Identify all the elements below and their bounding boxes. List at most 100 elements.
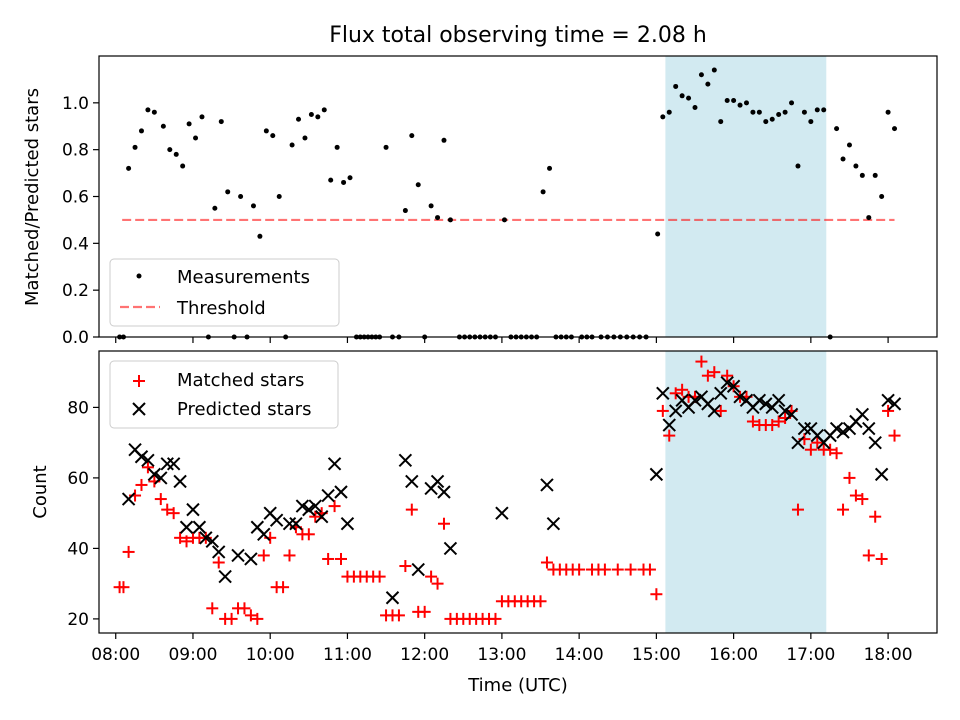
matched-point — [882, 404, 895, 417]
predicted-point-b — [720, 376, 734, 390]
matched-point — [328, 500, 341, 513]
x-tick-label: 12:00 — [400, 645, 449, 665]
predicted-point — [546, 517, 561, 531]
predicted-point — [173, 474, 187, 489]
predicted-point-b — [405, 474, 419, 489]
predicted-point — [160, 457, 174, 471]
predicted-point — [726, 379, 741, 393]
predicted-point-b — [688, 393, 702, 408]
matched-point — [251, 612, 264, 625]
predicted-point-b — [340, 517, 355, 531]
predicted-point-b — [263, 506, 277, 520]
predicted-point-b — [141, 453, 155, 467]
measurement-point — [218, 119, 224, 125]
predicted-point — [154, 471, 168, 485]
matched-point — [875, 552, 888, 565]
measurement-point — [724, 97, 730, 103]
predicted-point-b — [874, 467, 889, 482]
matched-point — [534, 595, 547, 608]
chart-title: Flux total observing time = 2.08 h — [329, 23, 707, 48]
predicted-point — [495, 506, 509, 520]
predicted-point-b — [810, 428, 824, 443]
measurement-point — [132, 144, 138, 150]
matched-point — [167, 507, 180, 520]
y-tick-label: 60 — [67, 469, 89, 489]
predicted-point-b — [321, 488, 335, 503]
predicted-point-b — [327, 457, 342, 471]
measurement-point — [160, 123, 166, 129]
measurement-point — [308, 112, 314, 118]
matched-point — [540, 556, 553, 569]
predicted-point-b — [334, 485, 348, 499]
count-panel: 20 40 60 80 08:00 09:00 10:00 11:00 12:00 13:00 1… — [30, 350, 938, 696]
predicted-point — [218, 569, 232, 584]
matched-point — [772, 415, 785, 428]
predicted-point — [327, 457, 342, 471]
predicted-point-b — [257, 527, 271, 542]
legend-matched-marker — [133, 375, 145, 387]
y-tick-label: 0.4 — [62, 234, 89, 254]
predicted-point-b — [540, 478, 554, 492]
predicted-point — [166, 457, 181, 471]
predicted-point-b — [385, 591, 400, 605]
measurement-point — [776, 112, 782, 118]
predicted-point — [314, 509, 329, 524]
y-tick-label: 0.0 — [62, 328, 89, 348]
predicted-point — [212, 545, 226, 559]
measurement-points — [117, 67, 898, 340]
predicted-point-b — [701, 397, 715, 411]
predicted-point — [121, 492, 136, 506]
x-tick-label: 10:00 — [246, 645, 295, 665]
matched-point — [830, 447, 843, 460]
predicted-point — [771, 393, 786, 408]
predicted-point-b — [173, 474, 187, 489]
predicted-point — [881, 393, 895, 408]
predicted-point-b — [733, 390, 747, 404]
predicted-point-b — [128, 442, 142, 457]
matched-point — [856, 493, 869, 506]
matched-point — [843, 471, 856, 484]
predicted-point-b — [430, 474, 445, 489]
matched-point — [154, 493, 167, 506]
matched-point — [849, 489, 862, 502]
predicted-point — [308, 499, 322, 513]
predicted-point — [231, 548, 245, 563]
predicted-point — [784, 407, 799, 422]
legend-matched-label: Matched stars — [177, 370, 304, 391]
matched-point — [117, 581, 130, 594]
x-tick-label: 16:00 — [709, 645, 758, 665]
measurement-point — [673, 83, 679, 89]
y-tick-label: 0.8 — [62, 141, 89, 161]
predicted-point — [282, 517, 297, 531]
measurement-point — [447, 217, 453, 223]
measurement-point — [808, 119, 814, 125]
measurement-point — [892, 126, 898, 132]
ratio-x-ticks — [115, 337, 889, 343]
predicted-point-b — [205, 534, 219, 549]
measurement-point — [193, 135, 199, 141]
measurement-point — [212, 205, 218, 211]
matched-point — [766, 419, 779, 432]
matched-point — [225, 612, 238, 625]
matched-point — [669, 387, 682, 400]
measurement-point — [866, 215, 872, 221]
x-tick-label: 18:00 — [864, 645, 913, 665]
predicted-point — [179, 520, 194, 534]
legend-measurements-marker — [136, 273, 142, 279]
legend-predicted-label: Predicted stars — [177, 399, 311, 420]
matched-point — [489, 612, 502, 625]
ratio-y-ticks: 0.0 0.2 0.4 0.6 0.8 1.0 — [62, 94, 99, 348]
predicted-point — [836, 425, 850, 439]
matched-point — [425, 570, 438, 583]
predicted-point-b — [250, 520, 265, 534]
predicted-point-b — [862, 421, 876, 436]
measurement-point — [296, 116, 302, 122]
measurement-point — [138, 128, 144, 134]
predicted-point-b — [829, 421, 844, 436]
predicted-point — [443, 541, 458, 556]
measurement-point — [276, 194, 282, 199]
measurement-point — [692, 105, 698, 111]
predicted-point — [720, 376, 734, 390]
measurement-point — [145, 107, 151, 113]
